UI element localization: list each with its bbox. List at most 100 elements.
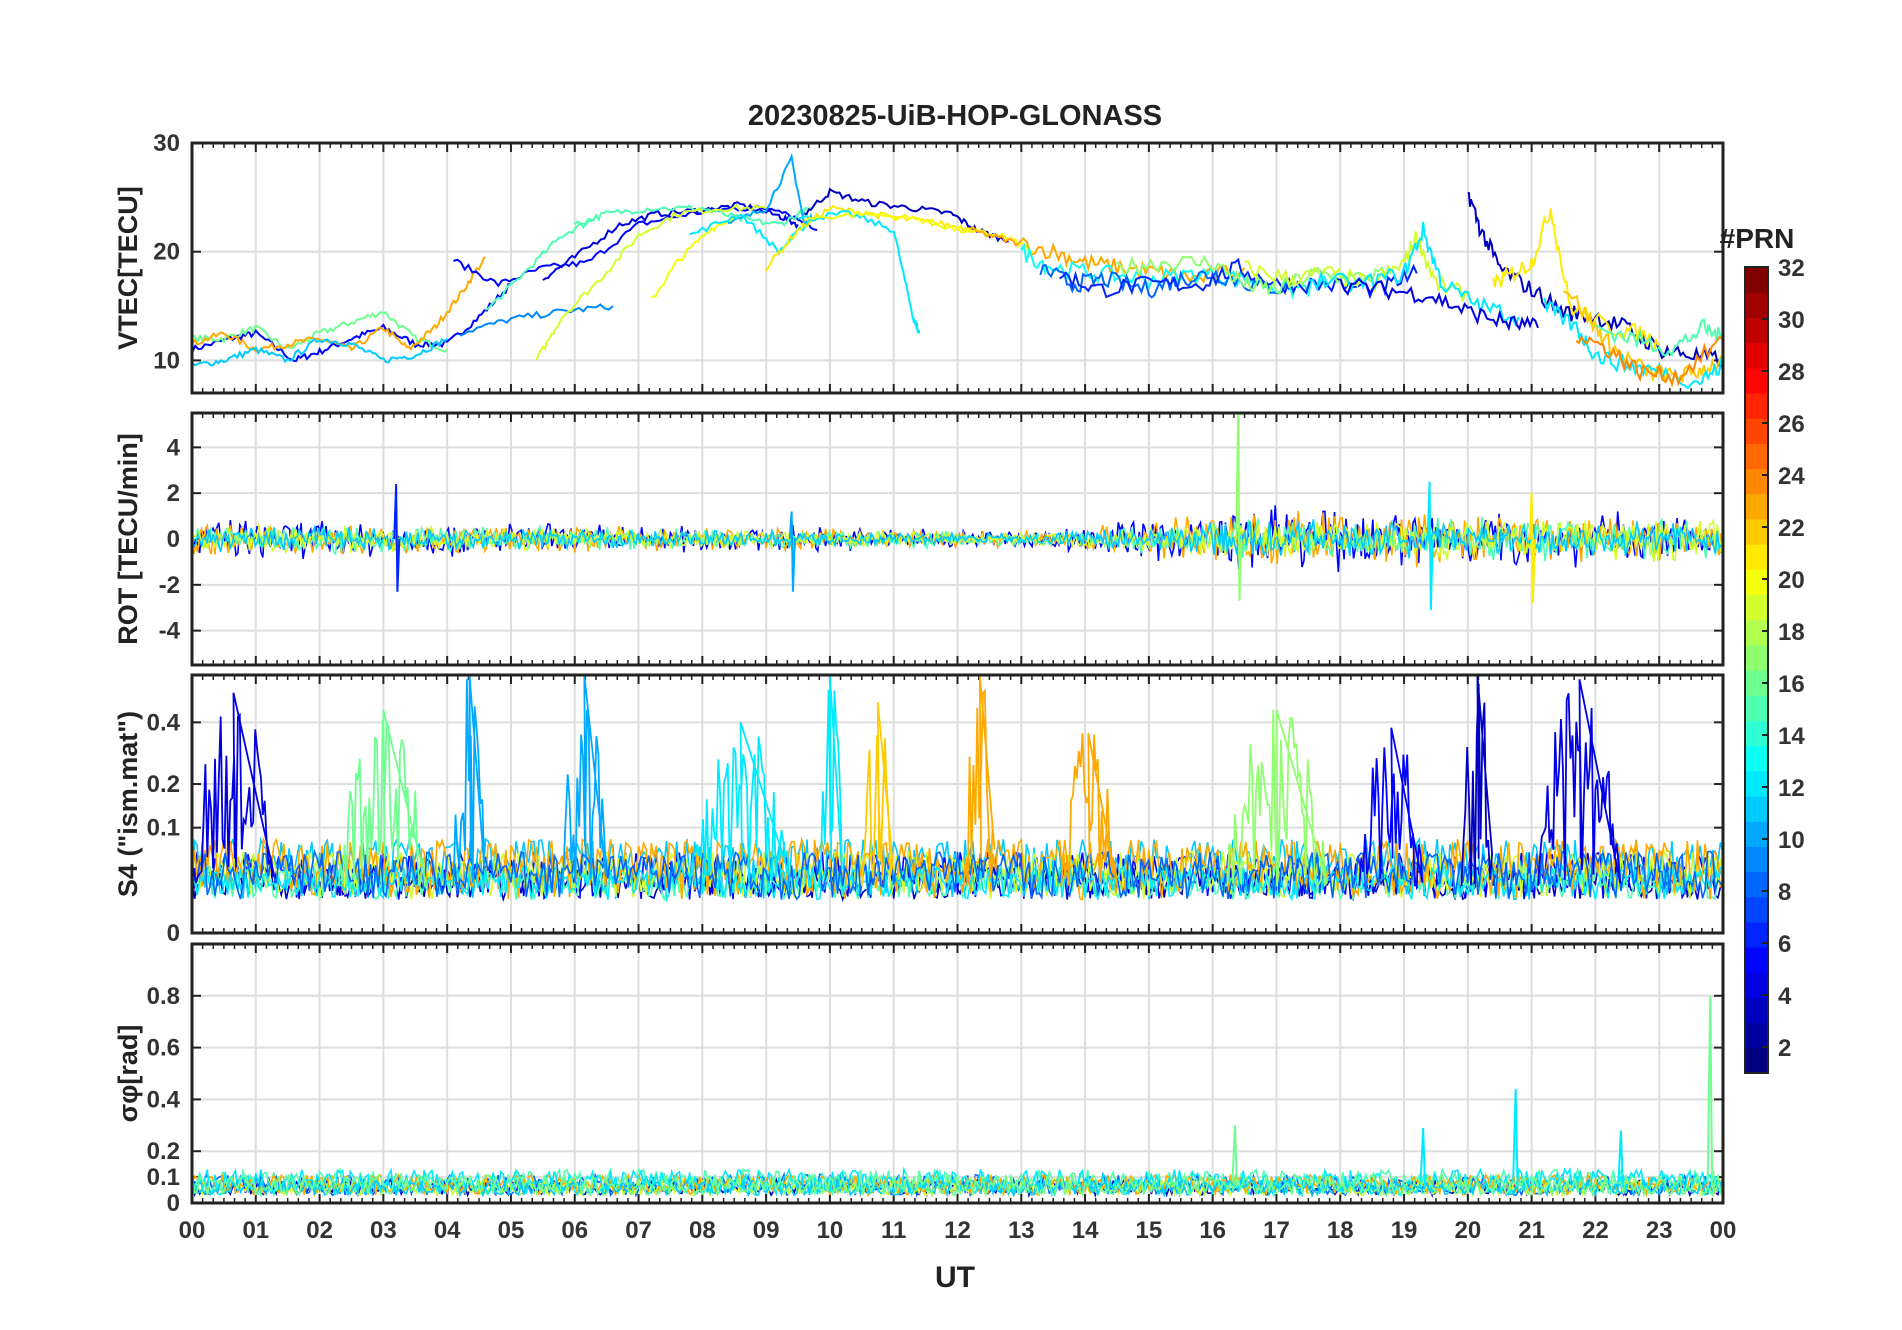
vtec-series-line [765, 204, 978, 272]
x-tick-label: 11 [881, 1217, 906, 1244]
sigma-spike [1231, 1125, 1238, 1188]
colorbar-step [1745, 518, 1768, 545]
colorbar-tick-label: 4 [1778, 983, 1792, 1010]
vtec-series-line [1244, 230, 1469, 302]
x-tick-label: 09 [753, 1217, 780, 1244]
sigma-spike [1617, 1130, 1624, 1188]
x-tick-label: 10 [817, 1217, 844, 1244]
sigma-spike [1706, 995, 1714, 1188]
s4-burst-line [1058, 733, 1118, 887]
y-tick-label: 0.2 [147, 1138, 180, 1165]
vtec-series-line [484, 218, 595, 311]
rot-series-line [192, 519, 1722, 559]
colorbar-step [1745, 846, 1768, 873]
s4-burst-line [1537, 679, 1622, 886]
y-tick-label: 2 [167, 480, 180, 507]
colorbar-tick-label: 10 [1778, 827, 1805, 854]
panel-data [192, 152, 1723, 390]
vtec-series-line [1339, 277, 1539, 332]
panel-sigma_phi: 00.10.2 0.4 0.6 0.8σφ[rad] [113, 942, 1725, 1217]
colorbar-step [1745, 821, 1768, 847]
s4-baseline-line [192, 836, 1723, 901]
colorbar-step [1745, 896, 1768, 923]
sigma-spike [1512, 1089, 1519, 1188]
colorbar-step [1745, 619, 1768, 646]
sigma-spike [1419, 1127, 1427, 1188]
vtec-series-line [192, 283, 511, 363]
sigma-baseline-line [192, 1176, 1723, 1198]
colorbar-step [1745, 745, 1768, 772]
colorbar-step [1745, 544, 1768, 570]
x-tick-label: 23 [1646, 1217, 1673, 1244]
colorbar-tick-label: 32 [1778, 255, 1805, 282]
panel-data [192, 675, 1723, 903]
colorbar-frame [1744, 266, 1769, 1074]
y-tick-label: -2 [159, 572, 180, 599]
panel-frame [190, 141, 1725, 395]
y-tick-label: 0.1 [147, 815, 180, 842]
colorbar-tick-label: 2 [1778, 1035, 1791, 1062]
colorbar-step [1745, 569, 1768, 596]
colorbar-step [1745, 392, 1768, 419]
s4-baseline-line [192, 863, 1723, 903]
colorbar-step [1745, 418, 1768, 444]
vtec-series-line [1039, 263, 1291, 299]
vtec-series-line [1562, 290, 1723, 385]
s4-baseline-line [192, 836, 1723, 901]
colorbar-step [1745, 921, 1768, 948]
x-tick-label: 14 [1072, 1217, 1099, 1244]
colorbar-step [1745, 267, 1768, 293]
colorbar-step [1745, 695, 1768, 721]
panel-frame [190, 411, 1725, 667]
colorbar-step [1745, 1022, 1768, 1049]
y-tick-label: 0.8 [147, 983, 180, 1010]
vtec-series-line [453, 204, 818, 288]
s4-burst-line [337, 709, 428, 887]
y-axis-label: S4 ("ism.mat") [113, 711, 143, 897]
vtec-series-line [797, 209, 921, 335]
vtec-series-line [535, 203, 767, 361]
y-tick-label: 0.6 [147, 1035, 180, 1062]
sigma-baseline-line [192, 1177, 1723, 1198]
x-tick-label: 19 [1391, 1217, 1418, 1244]
y-tick-label: 0.2 [147, 771, 180, 798]
s4-burst-line [1224, 709, 1328, 888]
x-tick-label: 06 [561, 1217, 588, 1244]
colorbar-step [1745, 770, 1768, 797]
s4-burst-line [963, 675, 996, 886]
x-tick-label: 01 [242, 1217, 269, 1244]
vtec-series-line [689, 213, 812, 256]
vtec-series-line [1595, 317, 1723, 358]
colorbar-step [1745, 468, 1768, 495]
colorbar-step [1745, 644, 1768, 671]
rot-spike [1235, 413, 1243, 601]
rot-spike [788, 511, 796, 592]
sigma-baseline-line [192, 1171, 1723, 1199]
colorbar-step [1745, 367, 1768, 394]
x-tick-label: 16 [1199, 1217, 1226, 1244]
rot-spike [1426, 481, 1434, 611]
colorbar-tick-label: 22 [1778, 515, 1805, 542]
s4-burst-line [860, 702, 894, 886]
colorbar-tick-label: 14 [1778, 723, 1805, 750]
x-tick-label: 21 [1518, 1217, 1545, 1244]
rot-spike [393, 483, 401, 592]
x-tick-label: 05 [498, 1217, 525, 1244]
rot-spike [1528, 493, 1536, 604]
colorbar-step [1745, 292, 1768, 318]
x-tick-label: 20 [1454, 1217, 1481, 1244]
colorbar-tick-label: 16 [1778, 671, 1805, 698]
y-axis-label: ROT [TECU/min] [113, 433, 143, 644]
colorbar-tick-label: 28 [1778, 359, 1805, 386]
x-tick-label: 22 [1582, 1217, 1609, 1244]
colorbar-tick-label: 24 [1778, 463, 1805, 490]
colorbar-tick-label: 30 [1778, 307, 1805, 334]
colorbar-tick-label: 8 [1778, 879, 1791, 906]
vtec-series-line [459, 303, 614, 337]
colorbar-step [1745, 972, 1768, 999]
y-tick-label: 30 [153, 130, 180, 157]
y-axis-label: σφ[rad] [113, 1025, 143, 1123]
y-tick-label: 20 [153, 239, 180, 266]
